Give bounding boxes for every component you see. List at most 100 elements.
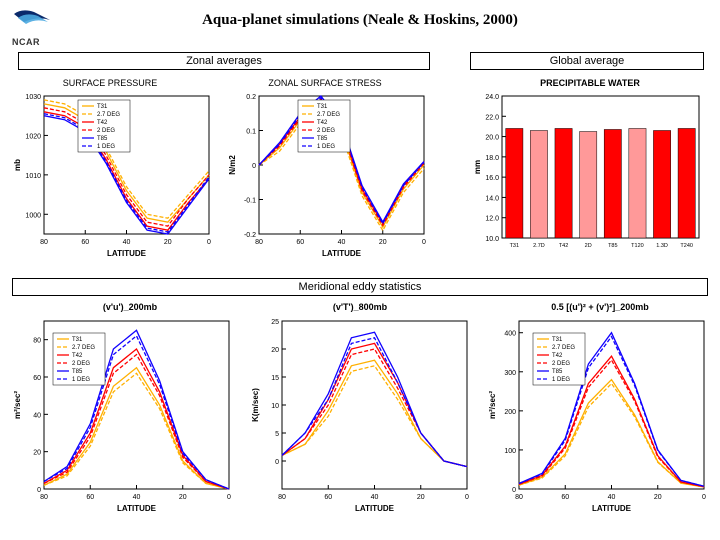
label-vt: (v'T')_800mb (270, 302, 450, 312)
svg-text:5: 5 (275, 431, 279, 438)
svg-text:60: 60 (561, 494, 569, 501)
svg-text:1 DEG: 1 DEG (97, 144, 115, 150)
svg-text:10: 10 (271, 403, 279, 410)
svg-text:T31: T31 (72, 337, 83, 343)
svg-text:0: 0 (275, 459, 279, 466)
svg-text:mm: mm (473, 160, 482, 174)
svg-text:2.7 DEG: 2.7 DEG (317, 112, 340, 118)
svg-text:mb: mb (13, 159, 22, 171)
svg-text:20: 20 (654, 494, 662, 501)
svg-text:T120: T120 (631, 243, 644, 249)
svg-text:0: 0 (422, 239, 426, 246)
svg-text:1 DEG: 1 DEG (317, 144, 335, 150)
chart-ke: 0100200300400806040200LATITUDEm²/sec²T31… (485, 315, 710, 515)
label-ke: 0.5 [(u')² + (v')²]_200mb (495, 302, 705, 312)
svg-text:2 DEG: 2 DEG (552, 361, 570, 367)
svg-text:T31: T31 (552, 337, 563, 343)
label-precip-water: PRECIPITABLE WATER (490, 78, 690, 88)
svg-text:LATITUDE: LATITUDE (117, 504, 157, 513)
svg-text:LATITUDE: LATITUDE (107, 249, 147, 258)
svg-text:20: 20 (379, 239, 387, 246)
svg-text:22.0: 22.0 (485, 114, 499, 121)
svg-text:16.0: 16.0 (485, 175, 499, 182)
label-surface-pressure: SURFACE PRESSURE (30, 78, 190, 88)
svg-text:100: 100 (504, 448, 516, 455)
svg-text:0: 0 (252, 163, 256, 170)
svg-text:T31: T31 (317, 104, 328, 110)
svg-text:20: 20 (179, 494, 187, 501)
svg-text:T42: T42 (72, 353, 83, 359)
chart-zonal-stress: -0.2-0.100.10.2806040200LATITUDEN/m2T312… (225, 90, 430, 260)
svg-text:60: 60 (324, 494, 332, 501)
svg-text:1 DEG: 1 DEG (552, 377, 570, 383)
svg-text:2.7 DEG: 2.7 DEG (97, 112, 120, 118)
svg-text:0: 0 (37, 487, 41, 494)
svg-text:40: 40 (371, 494, 379, 501)
svg-text:40: 40 (338, 239, 346, 246)
ncar-logo-text: NCAR (12, 37, 52, 47)
section-global: Global average (470, 52, 704, 70)
svg-text:1020: 1020 (25, 133, 41, 140)
svg-text:80: 80 (33, 338, 41, 345)
svg-text:T85: T85 (317, 136, 328, 142)
svg-text:0.2: 0.2 (246, 94, 256, 101)
svg-text:T42: T42 (552, 353, 563, 359)
svg-text:T31: T31 (510, 243, 519, 249)
svg-text:1 DEG: 1 DEG (72, 377, 90, 383)
svg-text:200: 200 (504, 409, 516, 416)
svg-text:25: 25 (271, 319, 279, 326)
svg-text:60: 60 (296, 239, 304, 246)
svg-text:15: 15 (271, 375, 279, 382)
svg-text:LATITUDE: LATITUDE (322, 249, 362, 258)
svg-text:0: 0 (512, 487, 516, 494)
svg-text:T42: T42 (97, 120, 108, 126)
svg-text:2.7 DEG: 2.7 DEG (72, 345, 95, 351)
svg-text:10.0: 10.0 (485, 236, 499, 243)
svg-text:20: 20 (271, 347, 279, 354)
svg-text:40: 40 (608, 494, 616, 501)
svg-text:K(m/sec): K(m/sec) (251, 388, 260, 422)
svg-text:T85: T85 (97, 136, 108, 142)
section-zonal: Zonal averages (18, 52, 430, 70)
svg-text:0: 0 (207, 239, 211, 246)
svg-text:2.7 DEG: 2.7 DEG (552, 345, 575, 351)
chart-vu: 020406080806040200LATITUDEm²/sec²T312.7 … (10, 315, 235, 515)
svg-text:80: 80 (255, 239, 263, 246)
svg-text:1030: 1030 (25, 94, 41, 101)
svg-text:T31: T31 (97, 104, 108, 110)
svg-text:T240: T240 (680, 243, 693, 249)
label-zonal-stress: ZONAL SURFACE STRESS (225, 78, 425, 88)
svg-text:1000: 1000 (25, 212, 41, 219)
svg-text:12.0: 12.0 (485, 216, 499, 223)
svg-text:T42: T42 (559, 243, 568, 249)
page-title: Aqua-planet simulations (Neale & Hoskins… (0, 12, 720, 29)
chart-precip-water: 10.0 12.0 14.0 16.0 18.0 20.0 22.0 24.0 mm T31 2.7… (470, 90, 705, 260)
svg-text:20: 20 (33, 450, 41, 457)
svg-text:1010: 1010 (25, 173, 41, 180)
svg-text:m²/sec²: m²/sec² (488, 391, 497, 419)
svg-text:80: 80 (278, 494, 286, 501)
svg-text:24.0: 24.0 (485, 94, 499, 101)
svg-text:14.0: 14.0 (485, 195, 499, 202)
svg-text:300: 300 (504, 370, 516, 377)
section-meridional: Meridional eddy statistics (12, 278, 708, 296)
svg-text:2 DEG: 2 DEG (97, 128, 115, 134)
svg-text:60: 60 (33, 375, 41, 382)
svg-text:400: 400 (504, 331, 516, 338)
svg-text:20.0: 20.0 (485, 135, 499, 142)
svg-text:T85: T85 (72, 369, 83, 375)
svg-text:40: 40 (123, 239, 131, 246)
svg-text:80: 80 (515, 494, 523, 501)
svg-text:m²/sec²: m²/sec² (13, 391, 22, 419)
svg-text:20: 20 (164, 239, 172, 246)
svg-text:2.7D: 2.7D (533, 243, 545, 249)
svg-text:LATITUDE: LATITUDE (355, 504, 395, 513)
svg-text:N/m2: N/m2 (228, 155, 237, 175)
svg-text:-0.1: -0.1 (244, 198, 256, 205)
label-vu: (v'u')_200mb (40, 302, 220, 312)
svg-text:2D: 2D (585, 243, 592, 249)
chart-surface-pressure: 1000101010201030806040200LATITUDEmbT312.… (10, 90, 215, 260)
svg-text:2 DEG: 2 DEG (72, 361, 90, 367)
svg-text:0: 0 (227, 494, 231, 501)
svg-text:18.0: 18.0 (485, 155, 499, 162)
